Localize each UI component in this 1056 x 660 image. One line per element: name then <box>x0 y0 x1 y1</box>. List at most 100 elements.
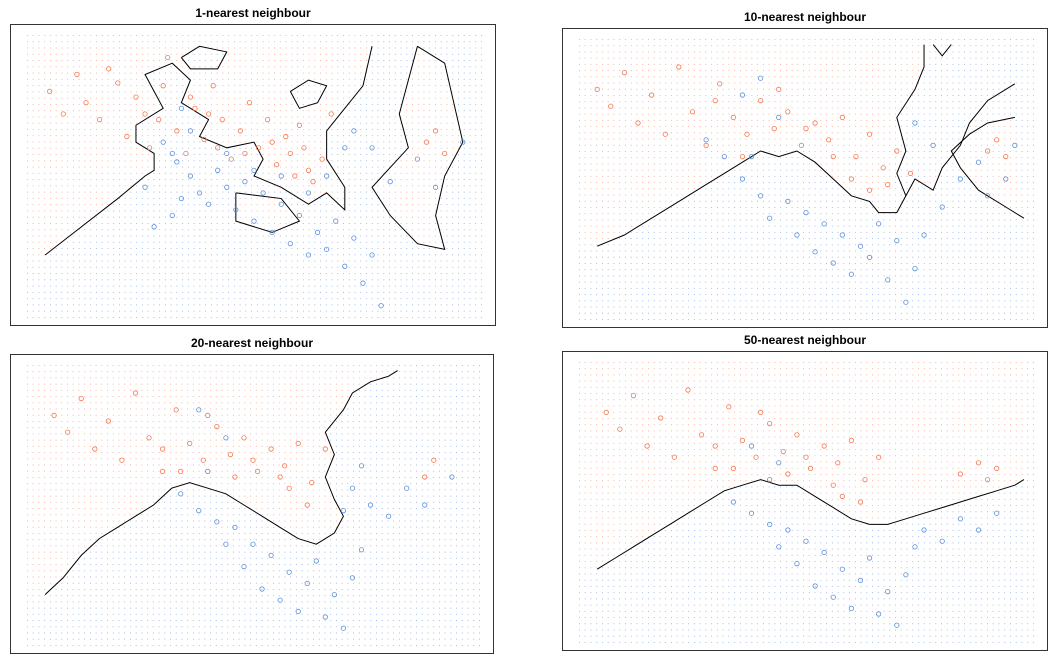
grid-dot <box>95 179 97 181</box>
grid-dot <box>682 113 684 115</box>
grid-dot <box>268 129 270 130</box>
grid-dot <box>412 260 413 262</box>
grid-dot <box>354 266 356 268</box>
grid-dot <box>44 66 46 68</box>
grid-dot <box>475 210 477 212</box>
grid-dot <box>302 97 304 99</box>
grid-dot <box>412 154 413 155</box>
grid-dot <box>285 229 287 231</box>
grid-dot <box>176 110 178 112</box>
grid-dot <box>463 310 465 312</box>
grid-dot <box>199 160 201 162</box>
grid-dot <box>245 273 247 275</box>
grid-dot <box>147 47 149 49</box>
grid-dot <box>446 122 448 124</box>
grid-dot <box>274 122 276 124</box>
grid-dot <box>371 103 373 105</box>
grid-dot <box>711 294 713 296</box>
grid-dot <box>607 101 609 103</box>
grid-dot <box>118 47 120 49</box>
grid-dot <box>630 157 632 159</box>
grid-dot <box>67 172 69 174</box>
grid-dot <box>394 229 396 231</box>
grid-dot <box>141 191 143 193</box>
grid-dot <box>354 204 356 206</box>
grid-dot <box>49 279 51 281</box>
grid-dot <box>239 216 241 218</box>
grid-dot <box>440 116 442 118</box>
grid-dot <box>193 141 195 143</box>
grid-dot <box>141 141 143 143</box>
grid-dot <box>394 216 396 218</box>
grid-dot <box>67 197 69 199</box>
grid-dot <box>239 254 241 256</box>
grid-dot <box>78 216 80 218</box>
grid-dot <box>613 126 615 128</box>
grid-dot <box>32 53 34 55</box>
grid-dot <box>458 53 459 55</box>
grid-dot <box>337 110 339 112</box>
grid-dot <box>394 78 396 80</box>
grid-dot <box>130 72 132 74</box>
grid-dot <box>325 166 327 168</box>
grid-dot <box>665 138 667 140</box>
grid-dot <box>642 144 644 146</box>
grid-dot <box>354 66 356 68</box>
grid-dot <box>647 256 649 258</box>
grid-dot <box>27 35 28 36</box>
grid-dot <box>27 78 28 80</box>
grid-dot <box>130 116 132 118</box>
grid-dot <box>435 210 436 212</box>
grid-dot <box>193 310 195 312</box>
grid-dot <box>205 135 207 137</box>
grid-dot <box>653 294 655 296</box>
grid-dot <box>440 204 442 206</box>
grid-dot <box>44 216 46 218</box>
grid-dot <box>435 223 436 224</box>
grid-dot <box>481 154 482 155</box>
grid-dot <box>613 70 615 72</box>
grid-dot <box>95 241 97 243</box>
grid-dot <box>256 53 258 55</box>
grid-dot <box>320 41 321 43</box>
grid-dot <box>360 60 362 61</box>
grid-dot <box>475 241 477 243</box>
grid-dot <box>170 241 172 243</box>
grid-dot <box>147 223 149 224</box>
grid-dot <box>337 260 339 262</box>
grid-dot <box>458 260 459 262</box>
grid-dot <box>722 70 724 72</box>
grid-dot <box>435 266 436 268</box>
data-point-class-b <box>242 179 248 185</box>
grid-dot <box>619 138 621 140</box>
grid-dot <box>256 129 258 130</box>
grid-dot <box>693 213 695 215</box>
grid-dot <box>417 166 419 168</box>
grid-dot <box>297 185 299 187</box>
grid-dot <box>262 72 264 74</box>
grid-dot <box>44 185 46 187</box>
grid-dot <box>78 197 80 199</box>
grid-dot <box>469 72 471 74</box>
grid-dot <box>579 157 580 159</box>
grid-dot <box>239 172 241 174</box>
grid-dot <box>124 179 126 181</box>
grid-dot <box>716 294 718 296</box>
grid-dot <box>199 72 201 74</box>
grid-dot <box>601 263 603 264</box>
grid-dot <box>256 304 258 306</box>
grid-dot <box>693 51 695 53</box>
grid-dot <box>596 113 598 115</box>
grid-dot <box>377 147 379 149</box>
grid-dot <box>44 210 46 212</box>
grid-dot <box>400 291 402 293</box>
grid-dot <box>429 241 431 243</box>
grid-dot <box>84 141 86 143</box>
grid-dot <box>601 113 603 115</box>
grid-dot <box>239 235 241 237</box>
grid-dot <box>164 116 166 118</box>
grid-dot <box>331 78 333 80</box>
grid-dot <box>659 319 661 320</box>
grid-dot <box>205 223 207 224</box>
data-point-class-b <box>342 145 348 151</box>
